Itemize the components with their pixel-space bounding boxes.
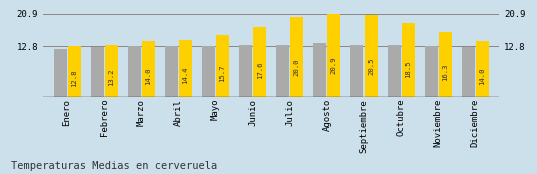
Bar [439,32,452,97]
Text: 16.3: 16.3 [442,64,448,81]
Text: 12.8: 12.8 [71,69,77,87]
Text: 20.0: 20.0 [294,58,300,76]
Bar [328,14,340,97]
Bar [216,34,229,97]
Text: 20.9: 20.9 [331,57,337,74]
Text: 17.6: 17.6 [257,62,263,79]
Bar [402,23,415,97]
Bar [425,46,438,97]
Text: 18.5: 18.5 [405,61,411,78]
Bar [291,17,303,97]
Bar [179,40,192,97]
Bar [68,46,81,97]
Bar [276,45,289,97]
Bar [351,45,364,97]
Text: 14.4: 14.4 [183,67,188,84]
Bar [128,46,141,97]
Bar [365,15,378,97]
Bar [476,41,489,97]
Text: 14.0: 14.0 [146,67,151,85]
Bar [165,46,178,97]
Text: 13.2: 13.2 [108,69,114,86]
Bar [239,45,252,97]
Bar [54,49,67,97]
Text: Temperaturas Medias en cerveruela: Temperaturas Medias en cerveruela [11,161,217,171]
Bar [462,47,475,97]
Bar [105,45,118,97]
Text: 14.0: 14.0 [480,67,485,85]
Bar [313,43,326,97]
Bar [388,45,401,97]
Bar [91,47,104,97]
Text: 20.5: 20.5 [368,57,374,75]
Bar [202,46,215,97]
Bar [253,27,266,97]
Bar [142,41,155,97]
Text: 15.7: 15.7 [220,65,226,82]
